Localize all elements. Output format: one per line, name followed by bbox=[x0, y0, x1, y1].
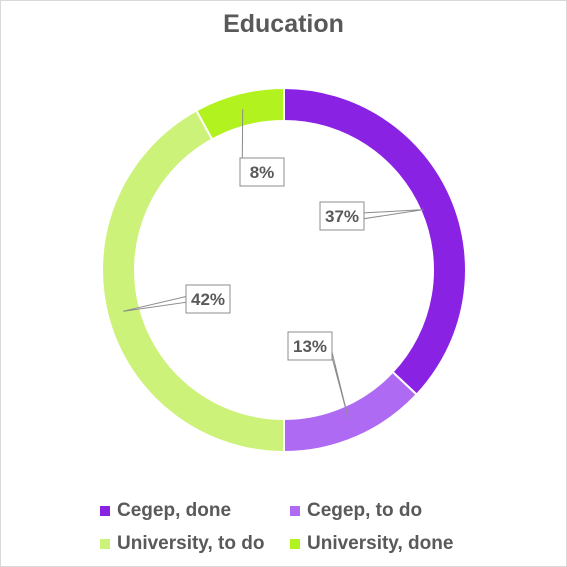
legend-swatch bbox=[100, 539, 110, 549]
slice-university-done bbox=[194, 86, 285, 141]
data-label-box bbox=[185, 284, 231, 314]
chart-title: Education bbox=[223, 10, 344, 38]
legend-label: Cegep, to do bbox=[307, 500, 423, 521]
legend-label: University, to do bbox=[117, 533, 265, 554]
legend-swatch bbox=[290, 539, 300, 549]
data-label: 13% bbox=[293, 337, 327, 356]
legend-item-cegep-done: Cegep, done bbox=[100, 500, 231, 522]
legend-swatch bbox=[100, 506, 110, 516]
data-label-leader bbox=[329, 342, 349, 419]
data-label: 37% bbox=[325, 207, 359, 226]
data-label-leader bbox=[361, 209, 424, 220]
data-label-box bbox=[319, 201, 365, 231]
data-label: 8% bbox=[250, 163, 275, 182]
legend-item-university-to-do: University, to do bbox=[100, 533, 264, 555]
data-label-box bbox=[239, 157, 285, 187]
slice-cegep-to-do bbox=[283, 370, 419, 454]
legend-label: Cegep, done bbox=[117, 500, 232, 521]
legend-swatch bbox=[290, 506, 300, 516]
data-label: 42% bbox=[191, 290, 225, 309]
data-label-box bbox=[287, 331, 333, 361]
legend-label: University, done bbox=[307, 533, 454, 554]
legend-item-university-done: University, done bbox=[290, 533, 453, 555]
legend-item-cegep-to-do: Cegep, to do bbox=[290, 500, 422, 522]
